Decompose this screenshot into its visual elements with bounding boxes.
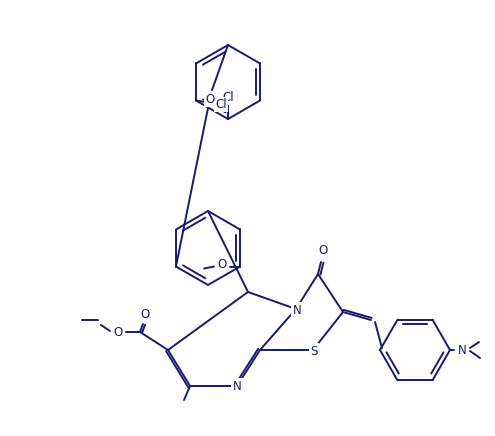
Text: O: O	[141, 307, 149, 320]
Text: O: O	[318, 243, 328, 256]
Text: Cl: Cl	[215, 98, 227, 111]
Text: O: O	[217, 258, 227, 271]
Text: N: N	[233, 379, 242, 392]
Text: N: N	[293, 303, 301, 317]
Text: S: S	[310, 344, 318, 358]
Text: N: N	[457, 344, 466, 357]
Text: O: O	[113, 326, 123, 338]
Text: O: O	[205, 92, 215, 106]
Text: Cl: Cl	[222, 91, 234, 103]
